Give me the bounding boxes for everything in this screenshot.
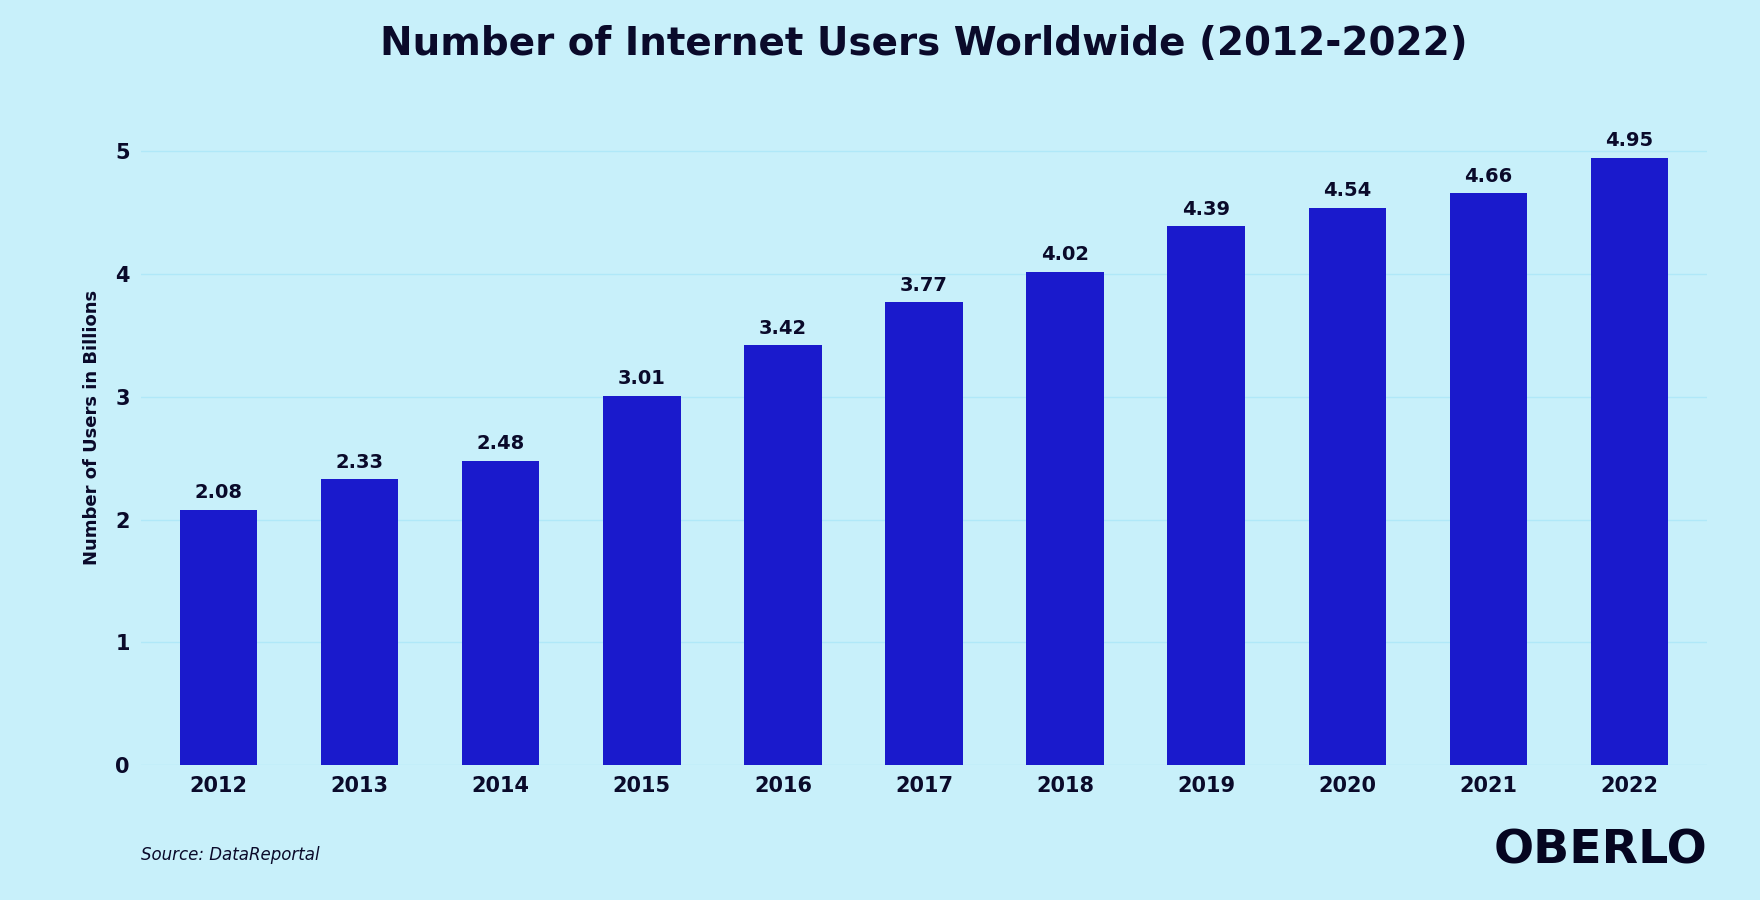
Text: 3.42: 3.42 [759,319,806,338]
Text: 2.33: 2.33 [336,453,384,472]
Bar [320,479,398,765]
Text: Source: DataReportal: Source: DataReportal [141,846,319,864]
Bar [1591,158,1668,765]
Bar [1026,272,1104,765]
Text: 2.48: 2.48 [477,435,524,454]
Text: 3.01: 3.01 [618,369,665,388]
Text: OBERLO: OBERLO [1494,828,1707,873]
Text: 4.02: 4.02 [1042,246,1089,265]
Y-axis label: Number of Users in Billions: Number of Users in Billions [83,290,100,565]
Title: Number of Internet Users Worldwide (2012-2022): Number of Internet Users Worldwide (2012… [380,25,1468,63]
Bar [180,509,257,765]
Bar [1450,194,1528,765]
Bar [1308,208,1387,765]
Text: 4.95: 4.95 [1605,131,1654,150]
Text: 2.08: 2.08 [194,483,243,502]
Text: 4.54: 4.54 [1324,182,1371,201]
Bar [1167,226,1244,765]
Bar [885,302,963,765]
Text: 4.39: 4.39 [1183,200,1230,219]
Text: 3.77: 3.77 [899,276,949,295]
Bar [461,461,540,765]
Text: 4.66: 4.66 [1464,166,1512,185]
Bar [604,396,681,765]
Bar [744,346,822,765]
